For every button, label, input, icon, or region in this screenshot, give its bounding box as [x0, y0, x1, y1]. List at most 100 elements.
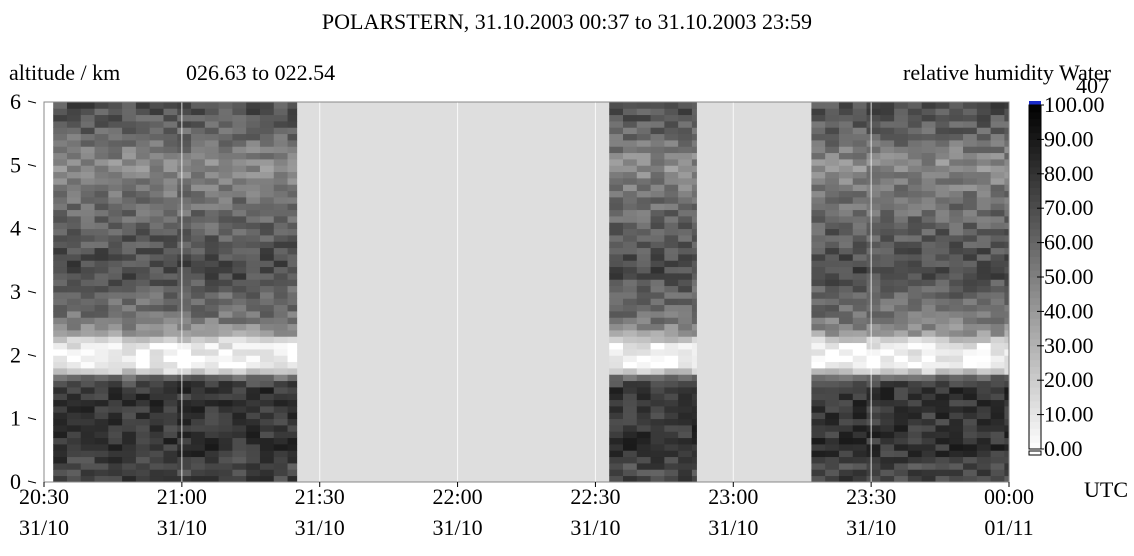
heatmap-cell [177, 349, 192, 356]
heatmap-cell [976, 127, 992, 135]
heatmap-cell [218, 114, 233, 122]
heatmap-cell [976, 247, 992, 255]
heatmap-cell [218, 108, 233, 116]
heatmap-cell [149, 121, 164, 128]
heatmap-cell [921, 159, 936, 166]
heatmap-cell [623, 190, 638, 198]
colorbar-tick-label: 0.00 [1044, 436, 1083, 461]
heatmap-cell [108, 336, 123, 344]
heatmap-cell [636, 317, 651, 325]
heatmap-cell [218, 222, 233, 230]
heatmap-cell [623, 469, 638, 477]
heatmap-cell [921, 361, 936, 369]
heatmap-cell [650, 311, 665, 318]
heatmap-cell [163, 475, 178, 483]
chart-title: POLARSTERN, 31.10.2003 00:37 to 31.10.20… [321, 9, 813, 34]
heatmap-cell [204, 292, 220, 299]
heatmap-cell [623, 425, 638, 432]
colorbar-tick-label: 90.00 [1044, 126, 1094, 151]
heatmap-cell [990, 399, 1005, 407]
heatmap-cell [664, 171, 679, 179]
heatmap-cell [838, 342, 854, 350]
heatmap-cell [894, 304, 909, 312]
heatmap-cell [163, 279, 178, 287]
heatmap-cell [191, 152, 206, 160]
heatmap-cell [108, 133, 123, 141]
heatmap-cell [691, 133, 697, 141]
heatmap-cell [273, 102, 288, 109]
heatmap-cell [935, 311, 950, 318]
heatmap-cell [976, 285, 992, 293]
heatmap-cell [852, 190, 867, 198]
heatmap-cell [866, 114, 881, 122]
heatmap-cell [66, 133, 82, 141]
heatmap-cell [287, 387, 298, 394]
heatmap-cell [678, 444, 693, 451]
heatmap-cell [636, 273, 651, 280]
heatmap-cell [921, 146, 936, 154]
heatmap-cell [907, 102, 923, 109]
heatmap-cell [880, 336, 895, 344]
heatmap-cell [691, 368, 697, 375]
heatmap-cell [259, 406, 275, 413]
heatmap-cell [191, 463, 206, 470]
heatmap-cell [636, 260, 651, 268]
heatmap-cell [94, 133, 109, 141]
heatmap-cell [1004, 254, 1010, 261]
heatmap-cell [949, 178, 964, 185]
heatmap-cell [825, 102, 840, 109]
heatmap-cell [246, 298, 261, 306]
heatmap-cell [852, 469, 867, 477]
heatmap-cell [609, 121, 624, 128]
heatmap-cell [921, 304, 936, 312]
heatmap-cell [678, 108, 693, 116]
heatmap-cell [838, 260, 854, 268]
heatmap-cell [825, 323, 840, 331]
heatmap-cell [232, 475, 247, 483]
heatmap-cell [149, 342, 164, 350]
heatmap-cell [66, 171, 82, 179]
heatmap-cell [623, 399, 638, 407]
heatmap-cell [976, 374, 992, 382]
heatmap-cell [894, 235, 909, 242]
heatmap-cell [53, 241, 68, 249]
heatmap-cell [259, 184, 275, 192]
heatmap-cell [122, 444, 137, 451]
heatmap-cell [80, 190, 95, 198]
heatmap-cell [1004, 298, 1010, 306]
heatmap-cell [866, 285, 881, 293]
heatmap-cell [921, 475, 936, 483]
heatmap-cell [204, 108, 220, 116]
heatmap-cell [163, 444, 178, 451]
heatmap-cell [287, 152, 298, 160]
heatmap-cell [921, 171, 936, 179]
heatmap-cell [94, 260, 109, 268]
heatmap-cell [135, 311, 151, 318]
heatmap-cell [122, 323, 137, 331]
heatmap-cell [990, 260, 1005, 268]
heatmap-cell [259, 127, 275, 135]
heatmap-cell [691, 437, 697, 445]
heatmap-cell [273, 368, 288, 375]
heatmap-cell [935, 336, 950, 344]
x-tick-date: 01/11 [984, 515, 1033, 540]
heatmap-cell [218, 178, 233, 185]
heatmap-cell [935, 431, 950, 439]
heatmap-cell [623, 355, 638, 363]
heatmap-cell [273, 209, 288, 217]
heatmap-cell [163, 273, 178, 280]
heatmap-cell [135, 222, 151, 230]
colorbar-swatch [1029, 208, 1041, 216]
heatmap-cell [66, 140, 82, 147]
heatmap-cell [1004, 380, 1010, 388]
heatmap-cell [811, 292, 826, 299]
heatmap-cell [66, 336, 82, 344]
heatmap-cell [218, 393, 233, 401]
heatmap-cell [664, 425, 679, 432]
heatmap-cell [53, 336, 68, 344]
heatmap-cell [921, 102, 936, 109]
heatmap-cell [935, 254, 950, 261]
heatmap-cell [636, 222, 651, 230]
heatmap-cell [259, 171, 275, 179]
